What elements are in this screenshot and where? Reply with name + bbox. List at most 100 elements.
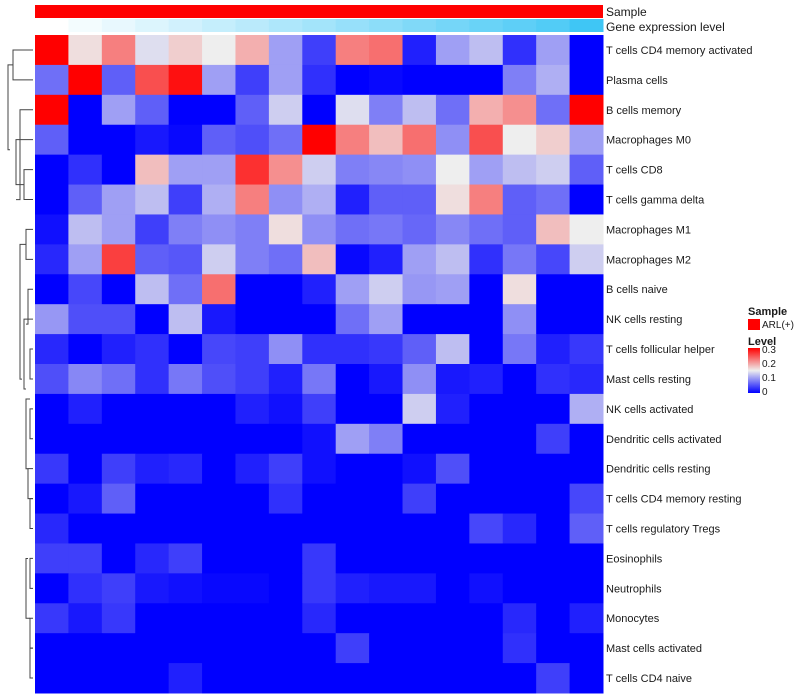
row-label: Macrophages M2 [606, 254, 691, 266]
heatmap-cell [369, 334, 404, 365]
row-label: T cells CD4 naive [606, 673, 692, 685]
heatmap-cell [101, 334, 136, 365]
heatmap-cell [35, 214, 69, 245]
legend-colorbar [748, 348, 760, 393]
heatmap-cell [469, 304, 504, 335]
heatmap-cell [35, 513, 69, 544]
heatmap-cell [335, 393, 370, 425]
heatmap-cell [235, 573, 270, 604]
heatmap-cell [302, 633, 337, 664]
heatmap-cell [68, 184, 103, 215]
heatmap-cell [235, 513, 270, 544]
row-label: Macrophages M0 [606, 135, 691, 147]
row-label: T cells CD4 memory activated [606, 45, 753, 57]
heatmap-cell [335, 334, 370, 365]
heatmap-cell [235, 244, 270, 275]
heatmap-cell [369, 244, 404, 275]
heatmap-cell [302, 124, 337, 156]
expression-annotation-cell [35, 19, 69, 32]
heatmap-cell [35, 94, 69, 126]
heatmap-cell [569, 483, 604, 515]
row-label: NK cells resting [606, 314, 682, 326]
heatmap-cell [168, 513, 203, 544]
heatmap-cell [302, 513, 337, 544]
heatmap-cell [68, 64, 103, 96]
heatmap-cell [469, 94, 504, 126]
heatmap-cell [168, 573, 203, 604]
row-label: T cells gamma delta [606, 195, 705, 207]
heatmap-cell [35, 393, 69, 425]
heatmap-cell [235, 603, 270, 634]
heatmap-cell [569, 573, 604, 604]
heatmap-cell [68, 334, 103, 365]
heatmap-cell [369, 423, 404, 455]
heatmap-cell [35, 124, 69, 156]
heatmap-cell [469, 154, 504, 186]
row-label: B cells naive [606, 284, 668, 296]
heatmap-cell [202, 214, 236, 245]
heatmap-cell [402, 94, 437, 126]
heatmap-cell [335, 453, 370, 485]
heatmap-cell [569, 244, 604, 275]
heatmap-cell [168, 94, 203, 126]
heatmap-cell [435, 513, 470, 544]
heatmap-cell [235, 334, 270, 365]
heatmap-cell [35, 154, 69, 186]
legend-tick: 0.3 [762, 345, 776, 356]
heatmap-cell [101, 184, 136, 215]
heatmap-cell [235, 483, 270, 515]
heatmap-cell [502, 124, 537, 156]
heatmap-cell [202, 304, 236, 335]
heatmap-cell [168, 214, 203, 245]
heatmap-cell [202, 64, 236, 96]
heatmap-cell [101, 64, 136, 96]
heatmap-cell [68, 663, 103, 694]
heatmap-cell [335, 483, 370, 515]
heatmap-cell [302, 573, 337, 604]
heatmap-cell [235, 124, 270, 156]
heatmap-cell [402, 274, 437, 305]
heatmap-cell [536, 483, 571, 515]
dendrogram-branch [29, 348, 33, 380]
heatmap-cell [402, 304, 437, 335]
expression-annotation-cell [168, 19, 203, 32]
heatmap-cell [101, 543, 136, 574]
heatmap-cell [302, 94, 337, 126]
heatmap-cell [268, 423, 303, 455]
heatmap-cell [469, 214, 504, 245]
heatmap-cell [202, 35, 236, 66]
heatmap-cell [68, 423, 103, 455]
heatmap-cell [569, 334, 604, 365]
heatmap-cell [135, 184, 170, 215]
dendrogram-branch [23, 318, 33, 390]
heatmap-cell [202, 124, 236, 156]
heatmap-cell [369, 214, 404, 245]
heatmap-cell [235, 543, 270, 574]
heatmap-cell [101, 35, 136, 66]
heatmap-cell [569, 364, 604, 395]
row-label: B cells memory [606, 105, 682, 117]
heatmap-cell [569, 35, 604, 66]
heatmap-cell [101, 124, 136, 156]
heatmap-cell [202, 573, 236, 604]
heatmap-cell [68, 543, 103, 574]
heatmap-cell [369, 483, 404, 515]
heatmap-cell [469, 364, 504, 395]
heatmap-cell [369, 94, 404, 126]
heatmap-cell [202, 633, 236, 664]
heatmap-cell [235, 184, 270, 215]
heatmap-cell [536, 334, 571, 365]
heatmap-cell [369, 543, 404, 574]
heatmap-cell [68, 274, 103, 305]
heatmap-cell [469, 543, 504, 574]
heatmap-cell [402, 543, 437, 574]
heatmap-cell [135, 423, 170, 455]
heatmap-cell [135, 64, 170, 96]
heatmap-cell [268, 603, 303, 634]
heatmap-cell [402, 603, 437, 634]
heatmap-cell [202, 393, 236, 425]
heatmap-cell [469, 513, 504, 544]
heatmap-cell [202, 513, 236, 544]
heatmap-cell [268, 214, 303, 245]
heatmap-cell [402, 513, 437, 544]
